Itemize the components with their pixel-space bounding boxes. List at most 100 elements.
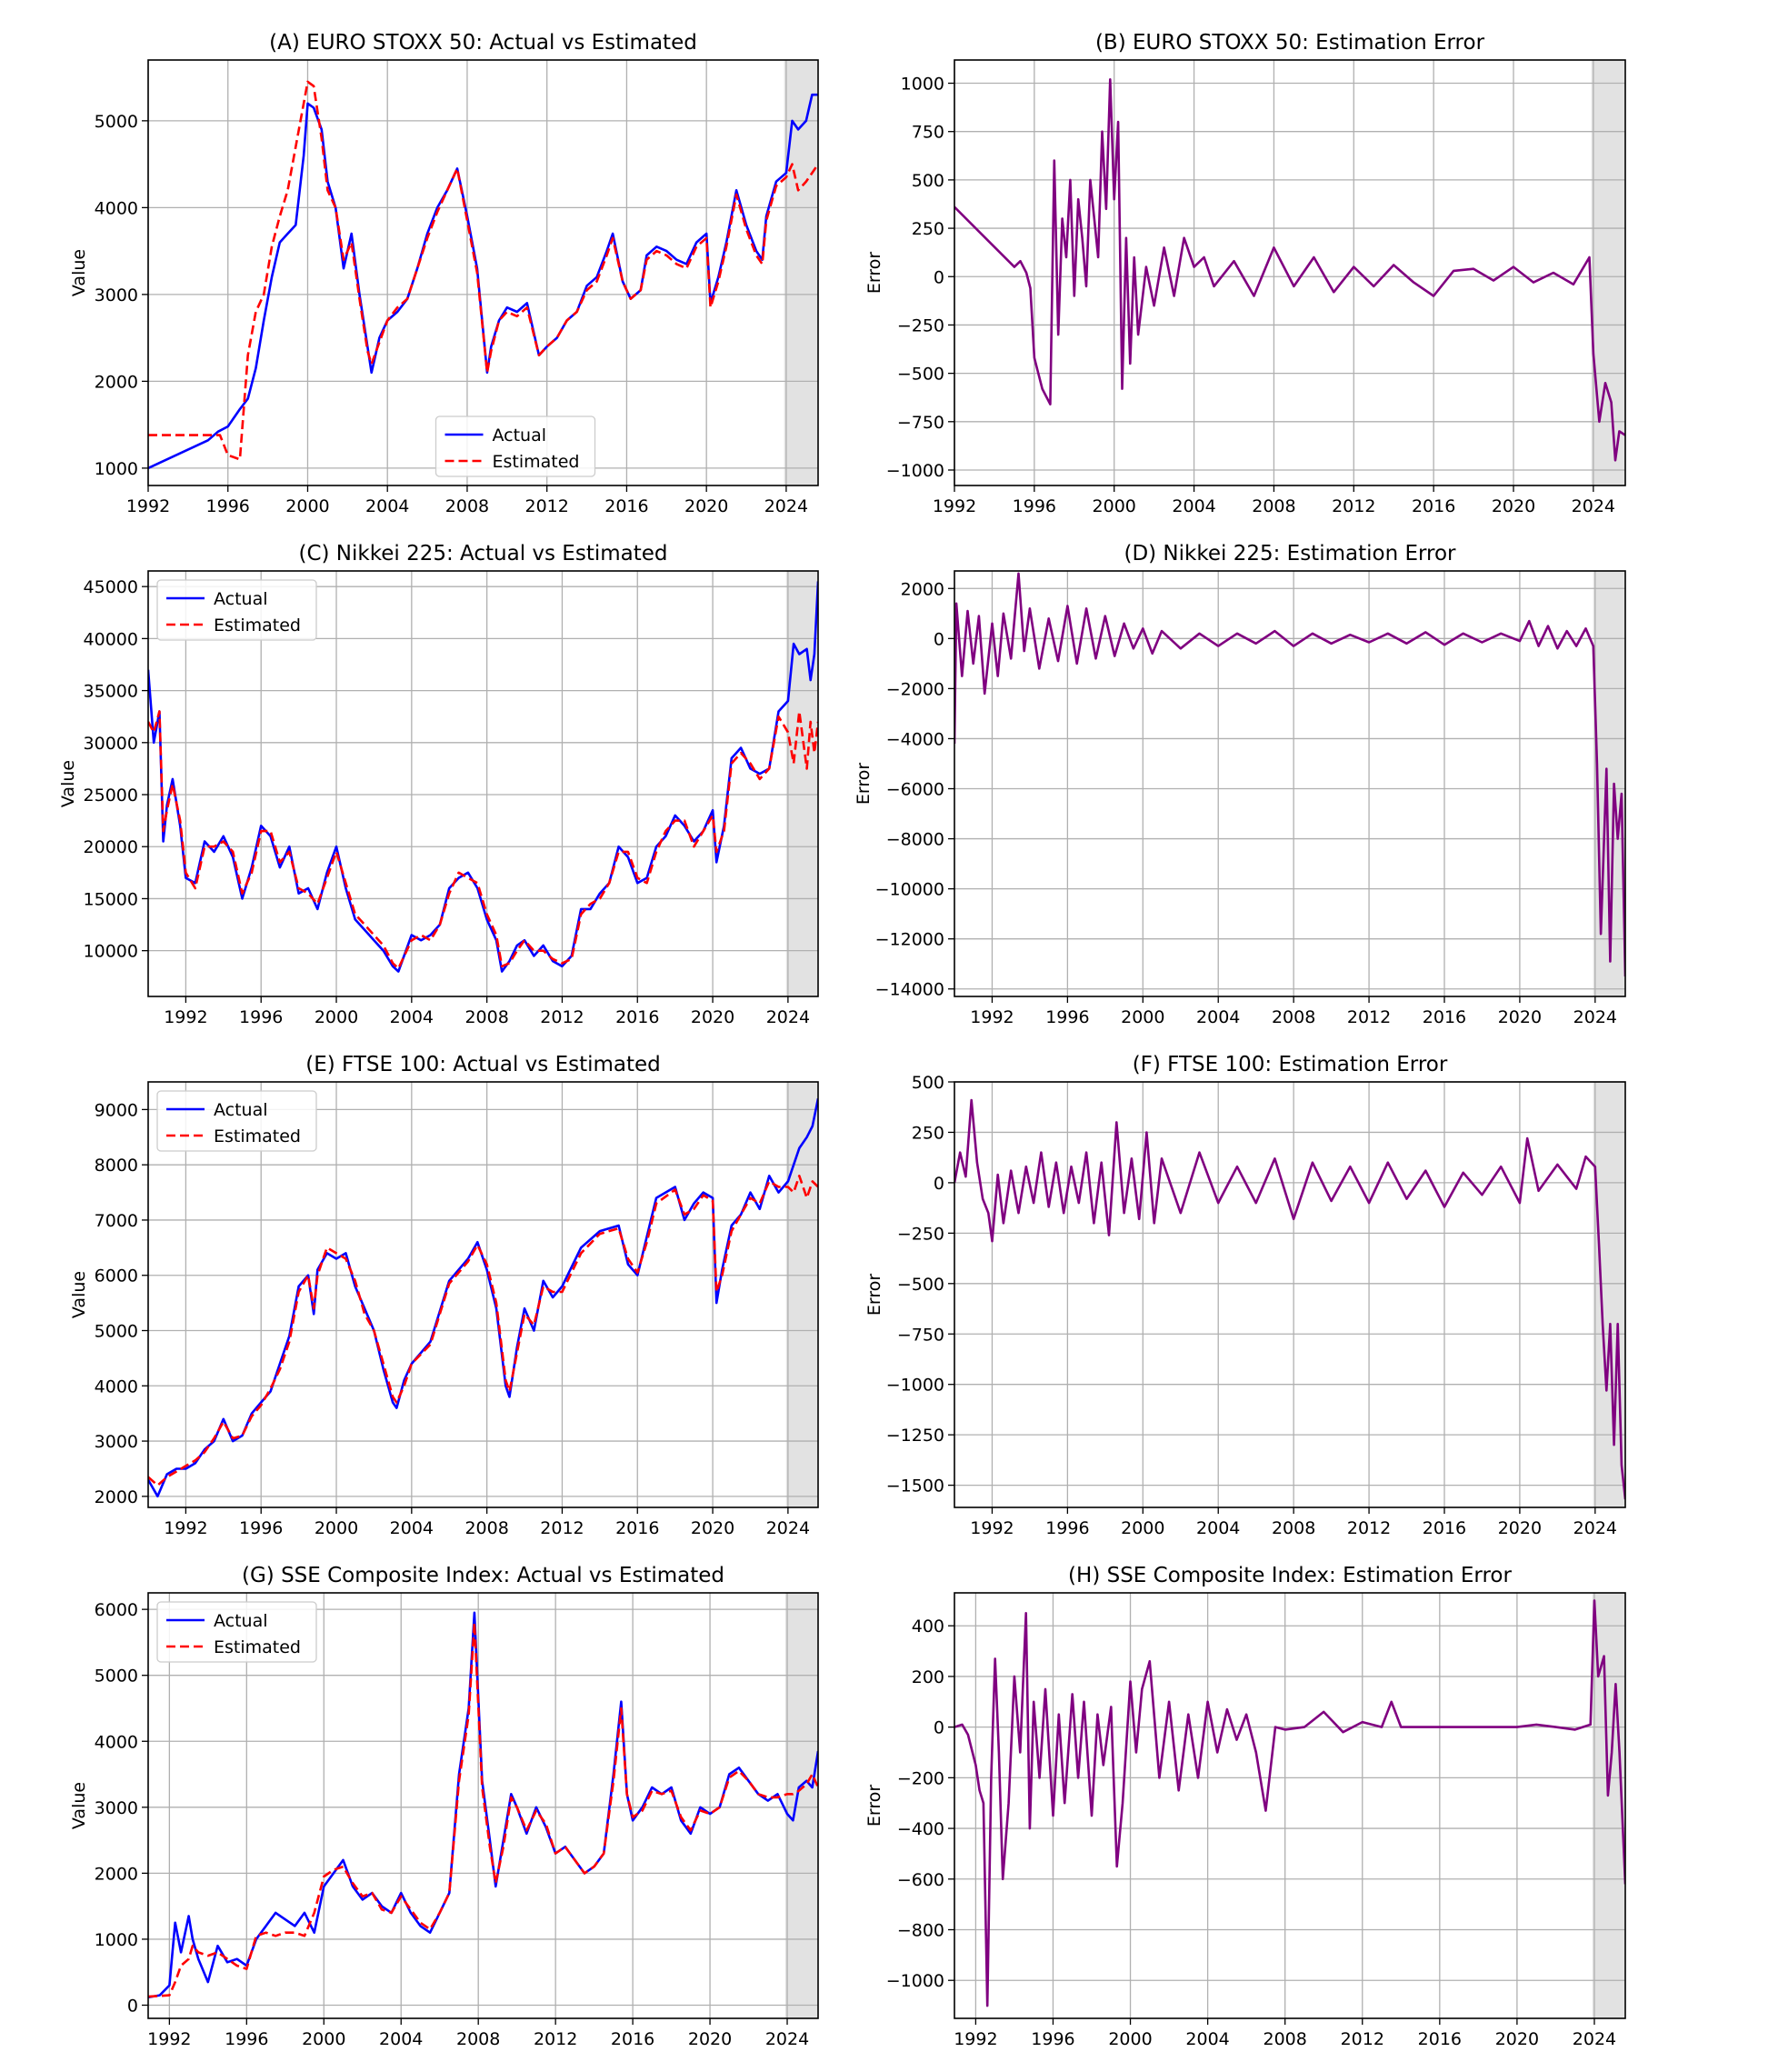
y-axis-label: Value bbox=[69, 1271, 89, 1318]
x-tick-label: 2000 bbox=[1121, 1518, 1164, 1538]
error-series-line bbox=[954, 1098, 1625, 1500]
y-tick-label: 0 bbox=[934, 1174, 944, 1194]
x-tick-label: 2020 bbox=[691, 1007, 734, 1027]
legend-label-actual: Actual bbox=[214, 589, 268, 609]
y-tick-label: 2000 bbox=[901, 579, 944, 599]
y-axis-label: Value bbox=[69, 249, 89, 296]
x-tick-label: 1996 bbox=[225, 2029, 268, 2049]
plot-frame bbox=[954, 59, 1626, 486]
x-tick-label: 2012 bbox=[1341, 2029, 1384, 2049]
panel-d: 1992 1996 2000 2004 2008 2012 2016 2020 2024 −140… bbox=[854, 542, 1626, 1027]
x-tick-label: 2008 bbox=[1264, 2029, 1307, 2049]
plot-frame bbox=[954, 570, 1626, 997]
legend-label-actual: Actual bbox=[214, 1611, 268, 1631]
x-tick-label: 2020 bbox=[684, 496, 728, 516]
x-tick-label: 2024 bbox=[1573, 1518, 1617, 1538]
y-tick-label: 0 bbox=[127, 1996, 138, 2016]
y-tick-label: 2000 bbox=[95, 1864, 138, 1884]
legend-label-actual: Actual bbox=[214, 1100, 268, 1120]
x-tick-label: 2000 bbox=[1108, 2029, 1152, 2049]
plot-frame bbox=[954, 1081, 1626, 1508]
error-series-line bbox=[954, 1599, 1625, 2007]
x-tick-label: 2008 bbox=[445, 496, 489, 516]
x-tick-label: 2024 bbox=[764, 496, 808, 516]
x-tick-label: 2024 bbox=[765, 2029, 809, 2049]
y-axis-label: Error bbox=[864, 1274, 884, 1316]
x-tick-label: 2004 bbox=[390, 1007, 434, 1027]
panel-c: 1992 1996 2000 2004 2008 2012 2016 2020 2024 1000… bbox=[58, 542, 819, 1027]
y-axis-label: Error bbox=[864, 252, 884, 295]
forecast-shaded-region bbox=[784, 60, 818, 485]
x-tick-label: 2000 bbox=[315, 1007, 358, 1027]
chart-title: (G) SSE Composite Index: Actual vs Estim… bbox=[242, 1564, 724, 1587]
y-tick-label: 40000 bbox=[84, 629, 138, 649]
x-tick-label: 2004 bbox=[365, 496, 409, 516]
x-tick-label: 2016 bbox=[604, 496, 648, 516]
x-tick-label: 2004 bbox=[1185, 2029, 1229, 2049]
x-tick-label: 2008 bbox=[456, 2029, 500, 2049]
forecast-shaded-region bbox=[785, 1082, 818, 1507]
x-tick-label: 2000 bbox=[302, 2029, 345, 2049]
error-series-line bbox=[954, 78, 1625, 462]
y-tick-label: −12000 bbox=[875, 930, 944, 950]
chart-title: (H) SSE Composite Index: Estimation Erro… bbox=[1068, 1564, 1512, 1587]
x-tick-label: 2024 bbox=[766, 1518, 810, 1538]
legend: Actual Estimated bbox=[156, 579, 317, 641]
x-tick-label: 1996 bbox=[1013, 496, 1056, 516]
x-tick-label: 2020 bbox=[1495, 2029, 1539, 2049]
x-tick-label: 2000 bbox=[285, 496, 329, 516]
y-tick-label: −500 bbox=[897, 365, 944, 385]
y-tick-label: 0 bbox=[934, 1718, 944, 1738]
panel-b: 1992 1996 2000 2004 2008 2012 2016 2020 2024 −100… bbox=[864, 31, 1626, 516]
x-tick-label: 1996 bbox=[1031, 2029, 1074, 2049]
legend: Actual Estimated bbox=[435, 415, 596, 477]
y-tick-label: −1000 bbox=[886, 1971, 944, 1991]
y-tick-label: 400 bbox=[912, 1617, 944, 1637]
y-tick-label: −1000 bbox=[886, 461, 944, 481]
x-tick-label: 2020 bbox=[1498, 1007, 1542, 1027]
x-tick-label: 1992 bbox=[164, 1518, 207, 1538]
y-tick-label: 25000 bbox=[84, 786, 138, 806]
y-tick-label: −1000 bbox=[886, 1376, 944, 1396]
x-tick-label: 1992 bbox=[147, 2029, 191, 2049]
y-tick-label: −800 bbox=[897, 1921, 944, 1941]
y-tick-label: −14000 bbox=[875, 980, 944, 1000]
y-tick-label: −250 bbox=[897, 315, 944, 335]
y-tick-label: 500 bbox=[912, 1073, 944, 1093]
x-tick-label: 2016 bbox=[1418, 2029, 1462, 2049]
x-tick-label: 1996 bbox=[206, 496, 250, 516]
x-tick-label: 2004 bbox=[379, 2029, 423, 2049]
x-tick-label: 1996 bbox=[1045, 1007, 1089, 1027]
chart-title: (E) FTSE 100: Actual vs Estimated bbox=[305, 1053, 661, 1076]
y-axis-label: Error bbox=[864, 1785, 884, 1827]
plot-frame bbox=[147, 1592, 819, 2019]
y-tick-label: 6000 bbox=[95, 1266, 138, 1286]
y-tick-label: 45000 bbox=[84, 577, 138, 597]
x-tick-label: 2012 bbox=[534, 2029, 577, 2049]
actual-series-line bbox=[148, 581, 818, 973]
x-tick-label: 2020 bbox=[1492, 496, 1535, 516]
x-tick-label: 2024 bbox=[1573, 1007, 1617, 1027]
y-tick-label: 10000 bbox=[84, 942, 138, 962]
y-tick-label: 200 bbox=[912, 1667, 944, 1687]
legend-label-estimated: Estimated bbox=[214, 1637, 301, 1657]
x-tick-label: 2000 bbox=[1121, 1007, 1164, 1027]
x-tick-label: 2004 bbox=[390, 1518, 434, 1538]
x-tick-label: 2024 bbox=[1572, 496, 1615, 516]
chart-title: (A) EURO STOXX 50: Actual vs Estimated bbox=[269, 31, 697, 55]
y-tick-label: 4000 bbox=[95, 198, 138, 218]
x-tick-label: 2008 bbox=[1272, 1518, 1315, 1538]
x-tick-label: 2004 bbox=[1196, 1518, 1240, 1538]
y-tick-label: −750 bbox=[897, 1325, 944, 1345]
chart-title: (B) EURO STOXX 50: Estimation Error bbox=[1095, 31, 1485, 55]
x-tick-label: 2024 bbox=[766, 1007, 810, 1027]
y-tick-label: 35000 bbox=[84, 682, 138, 702]
x-tick-label: 2012 bbox=[540, 1007, 584, 1027]
y-tick-label: −4000 bbox=[886, 729, 944, 749]
y-tick-label: 3000 bbox=[95, 1432, 138, 1452]
legend-label-estimated: Estimated bbox=[214, 616, 301, 636]
x-tick-label: 2020 bbox=[688, 2029, 732, 2049]
estimated-series-line bbox=[148, 1175, 818, 1486]
chart-title: (F) FTSE 100: Estimation Error bbox=[1133, 1053, 1448, 1076]
